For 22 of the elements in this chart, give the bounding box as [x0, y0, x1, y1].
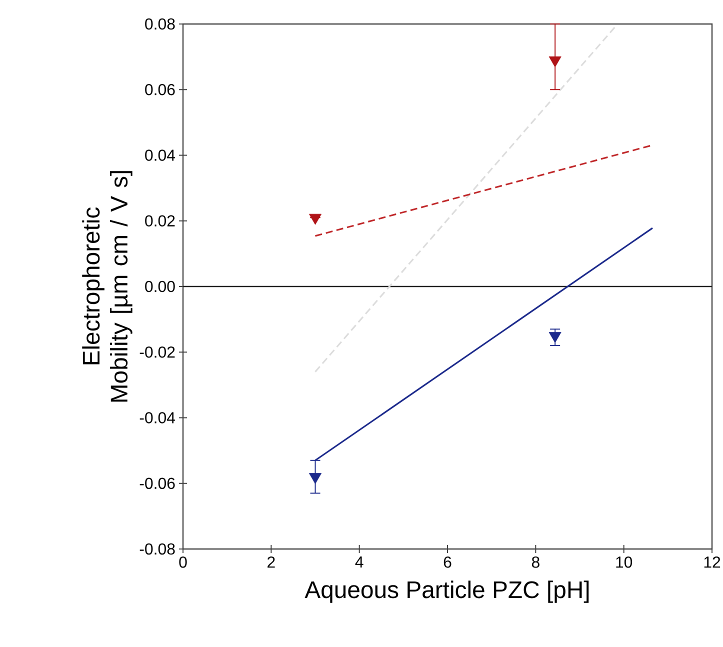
- point: [308, 214, 322, 225]
- x-tick-label: 0: [179, 556, 187, 568]
- point: [548, 332, 562, 343]
- y-tick-label: -0.02: [140, 346, 175, 358]
- x-axis-title: Aqueous Particle PZC [pH]: [304, 580, 589, 603]
- y-tick-label: 0.02: [145, 215, 175, 226]
- y-tick-label: 0.06: [145, 84, 175, 96]
- y-tick-label: -0.04: [140, 412, 176, 424]
- y-tick-label: 0.00: [145, 280, 175, 292]
- y-tick-label: -0.08: [140, 543, 175, 555]
- x-tick-label: 6: [444, 556, 452, 568]
- y-tick-label: -0.06: [140, 478, 175, 489]
- point: [548, 56, 562, 68]
- y-tick-label: 0.08: [145, 18, 175, 30]
- x-tick-label: 2: [268, 556, 275, 568]
- x-tick-label: 8: [532, 556, 540, 568]
- x-tick-label: 12: [704, 556, 720, 568]
- y-axis-title: Electrophoretic Mobility [µm cm / V s]: [82, 171, 132, 402]
- point: [308, 473, 322, 484]
- y-tick-label: 0.04: [145, 150, 176, 161]
- x-tick-label: 10: [616, 556, 632, 568]
- x-tick-label: 4: [355, 556, 364, 568]
